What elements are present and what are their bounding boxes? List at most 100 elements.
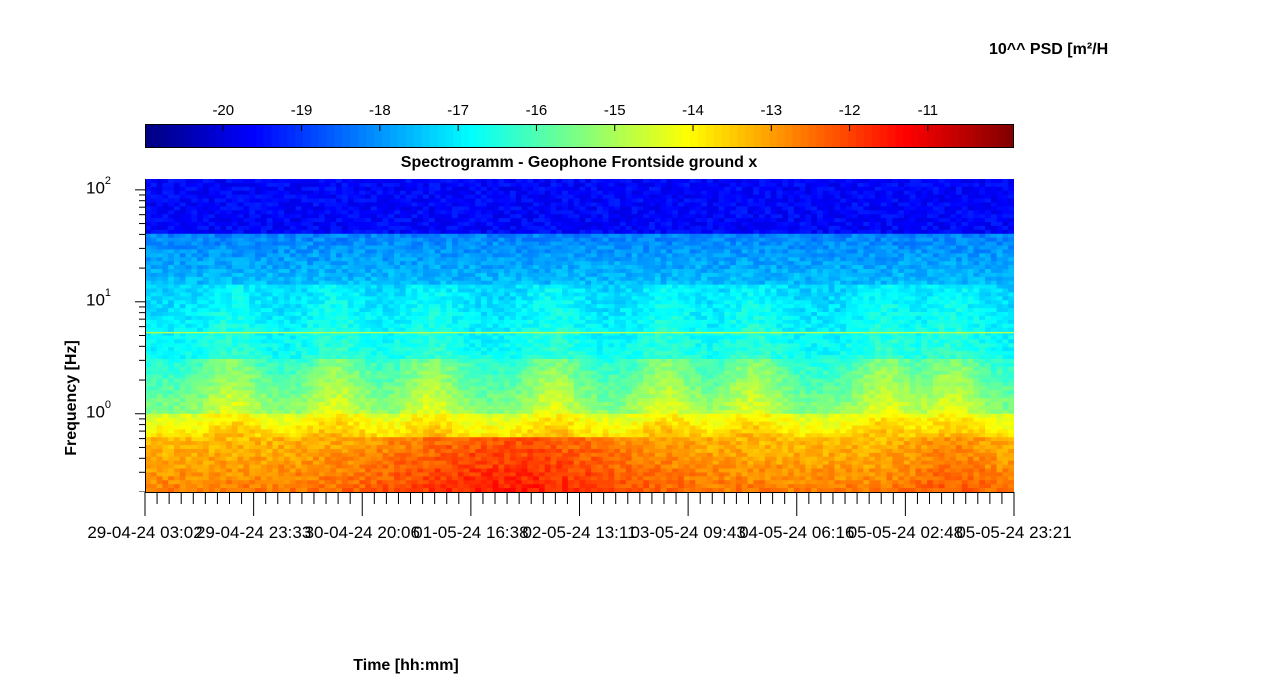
spectrogram-cell <box>272 315 279 321</box>
spectrogram-cell <box>284 214 291 219</box>
spectrogram-cell <box>237 190 244 196</box>
spectrogram-cell <box>214 261 221 266</box>
spectrogram-cell <box>475 452 482 458</box>
spectrogram-cell <box>376 308 383 313</box>
spectrogram-cell <box>457 433 465 438</box>
spectrogram-cell <box>301 315 308 321</box>
spectrogram-cell <box>185 308 192 313</box>
spectrogram-cell <box>481 429 488 434</box>
colorbar-segment <box>540 124 549 148</box>
spectrogram-cell <box>243 315 250 321</box>
spectrogram-cell <box>162 468 169 473</box>
spectrogram-cell <box>486 366 493 372</box>
spectrogram-cell <box>353 308 360 313</box>
spectrogram-cell <box>440 202 447 207</box>
spectrogram-cell <box>440 452 447 458</box>
spectrogram-cell <box>255 355 262 360</box>
spectrogram-cell <box>231 468 239 473</box>
spectrogram-cell <box>202 276 210 282</box>
spectrogram-cell <box>313 448 320 454</box>
spectrogram-cell <box>243 229 250 235</box>
spectrogram-cell <box>457 358 465 364</box>
spectrogram-cell <box>341 339 349 344</box>
spectrogram-cell <box>376 233 383 239</box>
spectrogram-cell <box>145 386 152 391</box>
spectrogram-cell <box>423 186 430 192</box>
spectrogram-cell <box>370 194 378 199</box>
spectrogram-cell <box>359 253 366 258</box>
colorbar-segment <box>753 124 762 148</box>
spectrogram-cell <box>278 468 285 473</box>
spectrogram-cell <box>278 253 285 258</box>
spectrogram-cell <box>295 370 302 376</box>
spectrogram-cell <box>388 347 395 352</box>
spectrogram-cell <box>353 218 360 223</box>
spectrogram-cell <box>318 182 325 188</box>
spectrogram-cell <box>145 296 152 301</box>
spectrogram-cell <box>191 182 198 188</box>
spectrogram-cell <box>330 198 337 203</box>
spectrogram-cell <box>336 194 343 199</box>
spectrogram-cell <box>197 488 204 492</box>
spectrogram-cell <box>266 370 273 376</box>
spectrogram-cell <box>168 370 175 376</box>
spectrogram-cell <box>417 265 424 270</box>
spectrogram-cell <box>185 210 192 215</box>
spectrogram-cell <box>359 358 366 364</box>
spectrogram-cell <box>191 288 198 293</box>
spectrogram-cell <box>359 335 366 340</box>
spectrogram-cell <box>266 186 273 192</box>
spectrogram-cell <box>156 245 163 250</box>
spectrogram-cell <box>185 319 192 325</box>
spectrogram-cell <box>162 249 169 254</box>
spectrogram-cell <box>486 210 493 215</box>
spectrogram-cell <box>347 261 354 266</box>
spectrogram-cell <box>318 476 325 481</box>
spectrogram-cell <box>411 480 418 485</box>
spectrogram-cell <box>382 222 389 227</box>
spectrogram-cell <box>324 390 331 395</box>
spectrogram-cell <box>278 288 285 293</box>
spectrogram-cell <box>405 186 412 192</box>
spectrogram-cell <box>255 468 262 473</box>
spectrogram-cell <box>278 386 285 391</box>
spectrogram-cell <box>452 186 459 192</box>
spectrogram-cell <box>260 437 268 442</box>
spectrogram-cell <box>266 405 273 411</box>
spectrogram-cell <box>347 382 354 387</box>
spectrogram-cell <box>318 210 325 215</box>
spectrogram-cell <box>405 468 412 473</box>
spectrogram-cell <box>365 202 372 207</box>
spectrogram-cell <box>417 468 424 473</box>
spectrogram-cell <box>481 448 488 454</box>
spectrogram-cell <box>440 355 447 360</box>
spectrogram-cell <box>202 398 210 403</box>
spectrogram-cell <box>249 249 256 254</box>
spectrogram-cell <box>307 233 314 239</box>
spectrogram-cell <box>440 437 447 442</box>
colorbar-segment <box>816 124 825 148</box>
spectrogram-cell <box>168 468 175 473</box>
spectrogram-cell <box>307 343 314 348</box>
spectrogram-cell <box>463 300 470 305</box>
spectrogram-cell <box>457 233 465 239</box>
spectrogram-cell <box>156 284 163 289</box>
spectrogram-cell <box>307 421 314 426</box>
spectrogram-cell <box>272 210 279 215</box>
spectrogram-cell <box>405 409 412 415</box>
spectrogram-cell <box>475 425 482 430</box>
spectrogram-cell <box>231 304 239 309</box>
spectrogram-cell <box>411 202 418 207</box>
spectrogram-cell <box>365 304 372 309</box>
spectrogram-cell <box>440 488 447 492</box>
colorbar-segment <box>942 124 952 148</box>
spectrogram-cell <box>452 268 459 274</box>
spectrogram-cell <box>347 425 354 430</box>
spectrogram-cell <box>145 280 152 286</box>
spectrogram-cell <box>452 308 459 313</box>
spectrogram-cell <box>481 441 488 446</box>
spectrogram-cell <box>382 390 389 395</box>
spectrogram-cell <box>307 249 314 254</box>
spectrogram-cell <box>226 468 233 473</box>
spectrogram-cell <box>226 323 233 329</box>
